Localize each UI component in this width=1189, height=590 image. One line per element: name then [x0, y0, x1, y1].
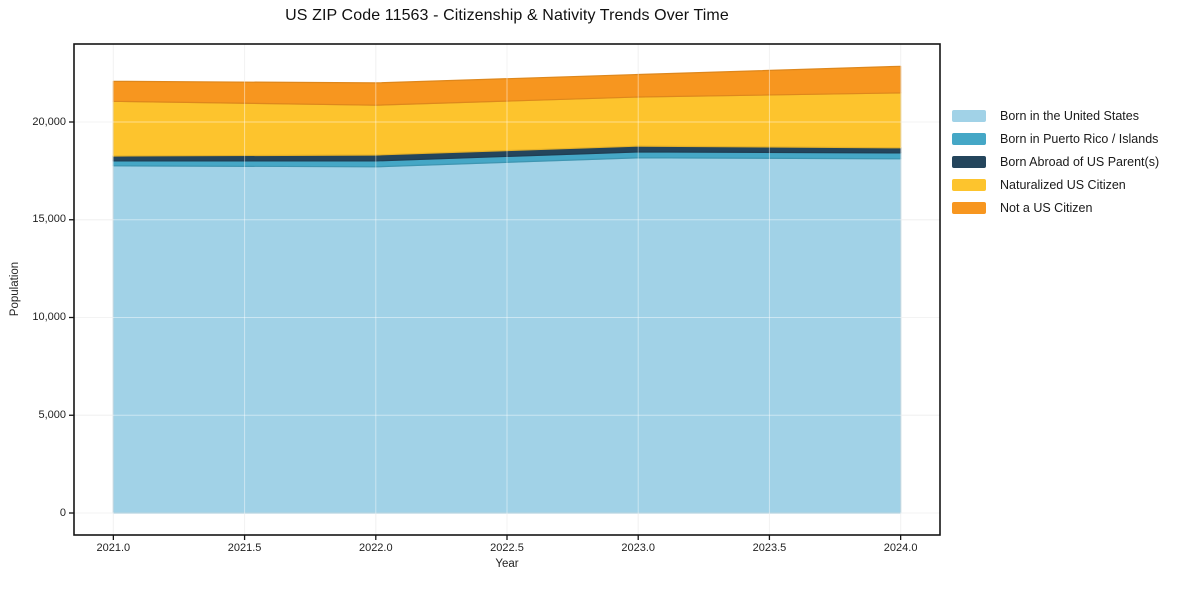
legend-label: Not a US Citizen: [1000, 200, 1093, 215]
chart-title: US ZIP Code 11563 - Citizenship & Nativi…: [285, 7, 729, 24]
y-tick-label: 5,000: [38, 408, 66, 421]
legend-item: Born in Puerto Rico / Islands: [952, 127, 1159, 150]
legend-label: Born in Puerto Rico / Islands: [1000, 131, 1159, 146]
legend: Born in the United States Born in Puerto …: [952, 104, 1159, 219]
legend-item: Born in the United States: [952, 104, 1159, 127]
legend-item: Born Abroad of US Parent(s): [952, 150, 1159, 173]
legend-swatch-naturalized-us-citizen: [952, 178, 986, 191]
legend-swatch-born-in-the-united-states: [952, 109, 986, 122]
legend-item: Naturalized US Citizen: [952, 173, 1159, 196]
legend-item: Not a US Citizen: [952, 196, 1159, 219]
y-tick-label: 10,000: [32, 311, 66, 323]
legend-swatch-not-a-us-citizen: [952, 201, 986, 214]
y-axis-label: Population: [9, 261, 21, 317]
legend-label: Naturalized US Citizen: [1000, 177, 1126, 192]
x-tick-label: 2022.5: [490, 542, 524, 554]
x-tick-label: 2023.0: [621, 542, 656, 554]
x-tick-label: 2023.5: [752, 542, 787, 554]
y-tick-label: 0: [59, 506, 66, 519]
legend-label: Born Abroad of US Parent(s): [1000, 154, 1160, 169]
legend-swatch-born-abroad-of-us-parent-s: [952, 155, 986, 168]
area-not-a-us-citizen: [112, 65, 902, 106]
y-tick-label: 15,000: [32, 213, 66, 226]
x-tick-label: 2024.0: [883, 542, 918, 554]
x-axis-label: Year: [495, 558, 519, 570]
y-tick-label: 20,000: [32, 115, 66, 128]
legend-swatch-born-in-puerto-rico-islands: [952, 132, 986, 145]
legend-label: Born in the United States: [1000, 108, 1139, 123]
x-tick-label: 2022.0: [358, 542, 393, 554]
x-tick-label: 2021.0: [96, 542, 131, 554]
x-tick-label: 2021.5: [227, 542, 262, 554]
